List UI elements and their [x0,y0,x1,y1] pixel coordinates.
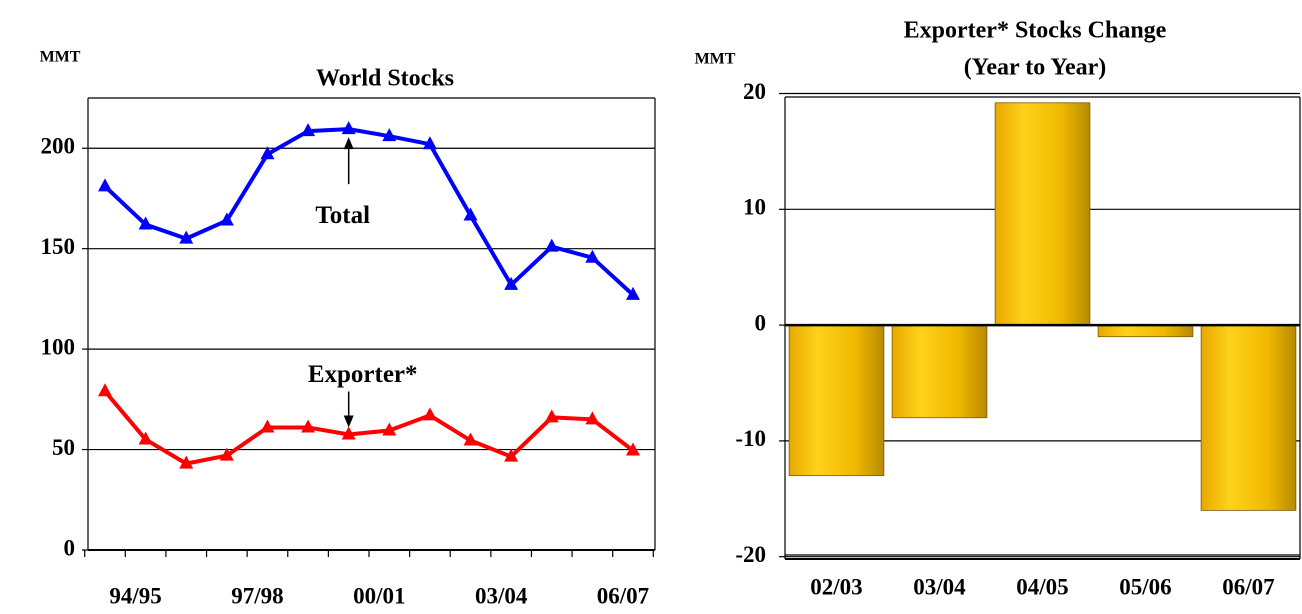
marker [463,432,478,446]
marker [341,426,356,440]
arrow-head [343,415,354,428]
x-tick-label: 06/07 [1222,574,1274,599]
marker [382,128,397,142]
y-tick-label: 20 [743,79,766,104]
marker [585,249,600,263]
y-tick-label: 0 [755,310,767,335]
chart-title: Exporter* Stocks Change [904,18,1167,44]
marker [98,383,112,397]
marker [544,409,559,423]
y-tick-label: 10 [743,195,766,220]
marker [219,212,234,226]
marker [422,136,437,150]
marker [179,455,194,469]
marker [98,178,112,192]
y-tick-label: 200 [41,134,76,159]
annotation: Exporter* [308,361,418,388]
bar [891,324,988,419]
marker [422,407,437,421]
marker [341,121,356,135]
y-tick-label: 50 [52,435,75,460]
marker [544,238,559,252]
arrow-head [343,137,354,150]
chart-title: World Stocks [316,66,454,92]
x-tick-label: 05/06 [1119,574,1171,599]
marker [219,447,234,461]
bar [994,102,1091,326]
marker [138,216,153,230]
x-tick-label: 03/04 [913,574,966,599]
x-tick-label: 00/01 [353,583,405,608]
y-tick-label: 0 [64,535,76,560]
unit-label: MMT [695,51,736,68]
series-line [103,390,635,466]
marker [504,276,519,290]
y-tick-label: 150 [41,234,76,259]
marker [382,422,397,436]
chart-subtitle: (Year to Year) [964,55,1107,81]
x-tick-label: 97/98 [231,583,283,608]
marker [585,411,600,425]
unit-label: MMT [40,49,81,66]
marker [626,286,640,300]
y-tick-label: -10 [735,426,766,451]
marker [301,419,316,433]
y-tick-label: -20 [735,542,766,567]
series-line [103,127,635,297]
x-tick-label: 02/03 [810,574,862,599]
marker [260,419,275,433]
marker [626,442,640,456]
x-tick-label: 94/95 [109,583,161,608]
annotation: Total [315,202,370,229]
marker [260,146,275,160]
bar [1097,324,1194,338]
marker [138,431,153,445]
x-tick-label: 04/05 [1016,574,1068,599]
bar [1200,324,1297,511]
x-tick-label: 06/07 [597,583,649,608]
bar [788,324,885,477]
y-tick-label: 100 [41,334,76,359]
marker [504,448,519,462]
marker [179,230,194,244]
marker [301,123,316,137]
x-tick-label: 03/04 [475,583,528,608]
marker [463,207,478,221]
